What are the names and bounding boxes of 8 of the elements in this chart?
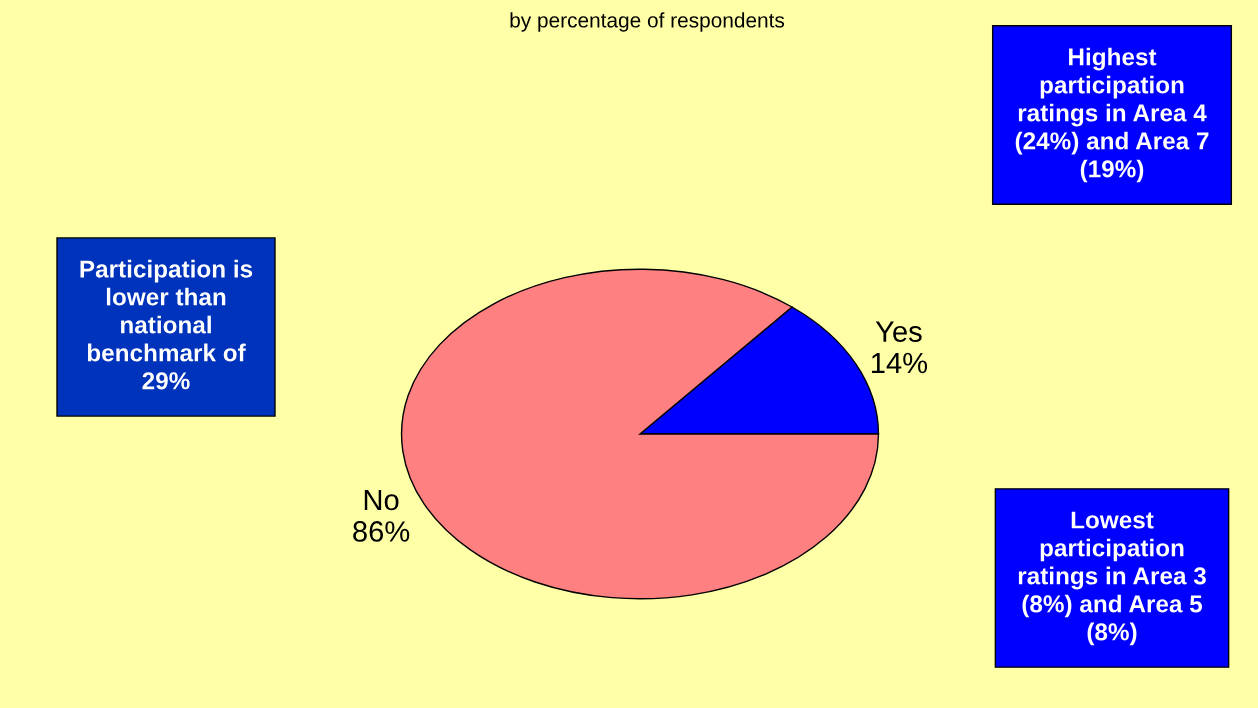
- text: Participation is lower than national benchmark of 29%: [80, 259, 253, 390]
- slice-label: No: [364, 489, 399, 511]
- text: Highest participation ratings in Area 4 (24%) and Area 7 (19%): [1015, 47, 1209, 183]
- data-label: 86%: [353, 521, 410, 542]
- data-label: 14%: [871, 352, 928, 374]
- slice-label: Yes: [875, 321, 922, 342]
- chart-subtitle: by percentage of respondents: [510, 12, 785, 32]
- text: Lowest participation ratings in Area 3 (8%) and Area 5 (8%): [1018, 511, 1206, 646]
